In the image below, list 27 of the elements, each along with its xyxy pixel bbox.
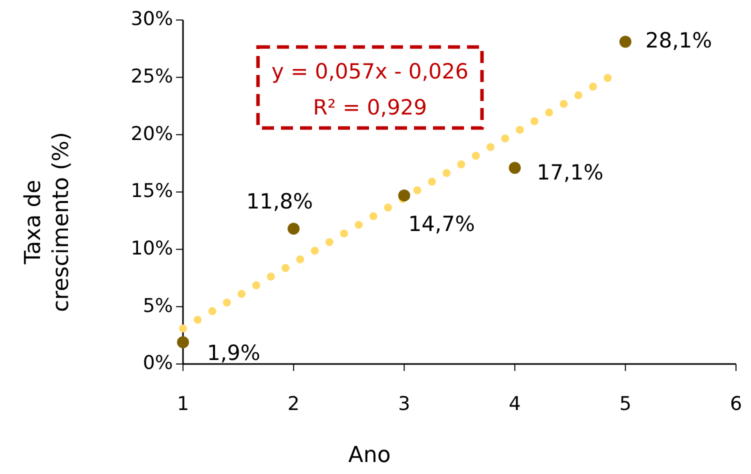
- data-label: 14,7%: [408, 212, 475, 236]
- y-tick-label: 0%: [142, 352, 173, 374]
- point: [177, 336, 189, 348]
- x-tick-label: 1: [176, 393, 190, 415]
- x-tick-label: 4: [508, 393, 521, 415]
- data-label: 1,9%: [207, 340, 260, 365]
- x-tick-label: 5: [619, 393, 632, 415]
- y-tick-label: 30%: [130, 8, 173, 30]
- point: [288, 222, 300, 235]
- data-label: 11,8%: [246, 189, 313, 214]
- y-axis-title: Taxa de crescimento (%): [21, 132, 74, 312]
- x-tick-label: 2: [288, 393, 300, 415]
- y-tick-label: 5%: [142, 294, 173, 317]
- annotation: y = 0,057x - 0,026: [272, 60, 468, 84]
- x-axis-title: Ano: [348, 443, 391, 468]
- annotation: R² = 0,929: [312, 96, 428, 120]
- y-tick-label: 10%: [130, 238, 173, 260]
- data-label: 28,1%: [645, 28, 712, 53]
- data-label: 17,1%: [536, 160, 604, 185]
- x-tick-label: 3: [398, 393, 410, 415]
- y-tick-label: 20%: [130, 122, 173, 145]
- x-tick-label: 6: [730, 393, 742, 415]
- point: [508, 162, 521, 174]
- point: [398, 189, 410, 202]
- y-tick-label: 25%: [130, 66, 173, 88]
- y-tick-label: 15%: [130, 180, 173, 202]
- point: [619, 36, 632, 48]
